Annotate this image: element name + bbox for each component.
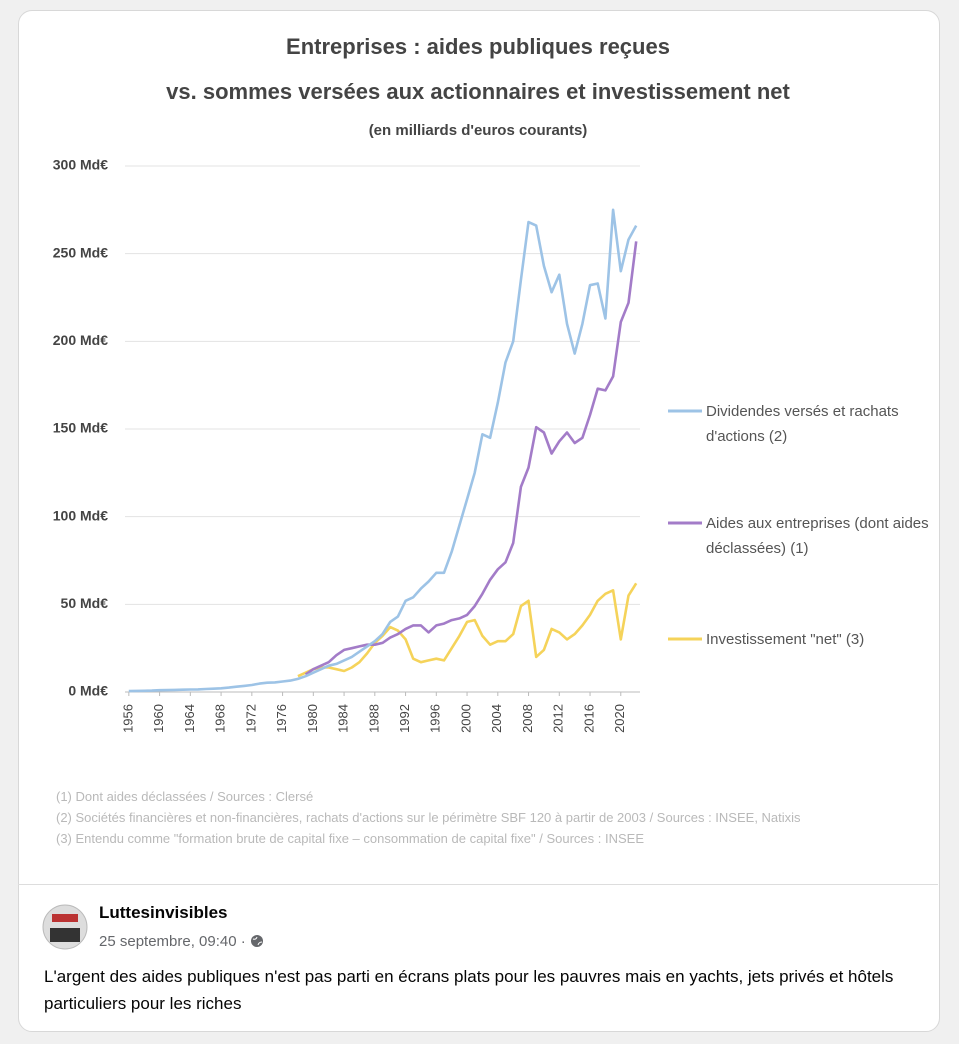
chart-title: vs. sommes versées aux actionnaires et i… [166, 79, 790, 104]
post-meta[interactable]: 25 septembre, 09:40 · [99, 933, 264, 950]
footnote: (1) Dont aides déclassées / Sources : Cl… [56, 789, 314, 804]
y-tick-label: 300 Md€ [53, 157, 108, 173]
chart-subtitle: (en milliards d'euros courants) [369, 122, 588, 139]
x-tick-label: 2012 [551, 704, 566, 733]
series-line [304, 241, 638, 676]
x-tick-label: 1988 [366, 704, 381, 733]
x-tick-label: 1984 [336, 704, 351, 733]
chart: Entreprises : aides publiques reçues vs.… [53, 34, 791, 733]
x-tick-label: 1972 [243, 704, 258, 733]
series-line [128, 208, 638, 693]
post-date[interactable]: 25 septembre, 09:40 · [99, 933, 246, 950]
footnote: (2) Sociétés financières et non-financiè… [56, 810, 801, 825]
y-tick-label: 200 Md€ [53, 332, 108, 348]
x-tick-label: 1996 [428, 704, 443, 733]
x-tick-label: 2020 [612, 704, 627, 733]
divider [18, 884, 938, 885]
y-tick-label: 150 Md€ [53, 420, 108, 436]
author-name[interactable]: Luttesinvisibles [99, 903, 228, 922]
x-tick-label: 2008 [520, 704, 535, 733]
x-tick-label: 1980 [305, 704, 320, 733]
footnote: (3) Entendu comme "formation brute de ca… [56, 831, 645, 846]
y-tick-label: 0 Md€ [68, 683, 108, 699]
legend-label: Aides aux entreprises (dont aides déclas… [706, 515, 929, 557]
x-tick-label: 1960 [151, 704, 166, 733]
legend-label: Dividendes versés et rachats d'actions (… [706, 403, 899, 445]
avatar[interactable] [42, 904, 88, 950]
x-tick-label: 1964 [182, 704, 197, 733]
x-tick-label: 2016 [581, 704, 596, 733]
x-tick-label: 1956 [120, 704, 135, 733]
x-tick-label: 1968 [213, 704, 228, 733]
globe-icon [250, 935, 263, 947]
y-tick-label: 100 Md€ [53, 507, 108, 523]
post-card [18, 10, 940, 1032]
post-text: L'argent des aides publiques n'est pas p… [44, 967, 894, 1013]
y-tick-label: 50 Md€ [61, 595, 109, 611]
x-tick-label: 1976 [274, 704, 289, 733]
y-tick-label: 250 Md€ [53, 244, 108, 260]
x-tick-label: 2000 [458, 704, 473, 733]
x-tick-label: 1992 [397, 704, 412, 733]
x-tick-label: 2004 [489, 704, 504, 733]
chart-title: Entreprises : aides publiques reçues [286, 34, 670, 59]
series-line [297, 582, 638, 678]
legend-label: Investissement "net" (3) [706, 631, 865, 648]
